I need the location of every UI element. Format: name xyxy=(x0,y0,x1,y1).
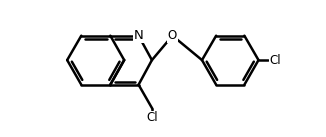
Text: Cl: Cl xyxy=(269,54,281,67)
Text: Cl: Cl xyxy=(147,111,158,124)
Text: N: N xyxy=(134,29,143,42)
Text: O: O xyxy=(168,29,177,42)
